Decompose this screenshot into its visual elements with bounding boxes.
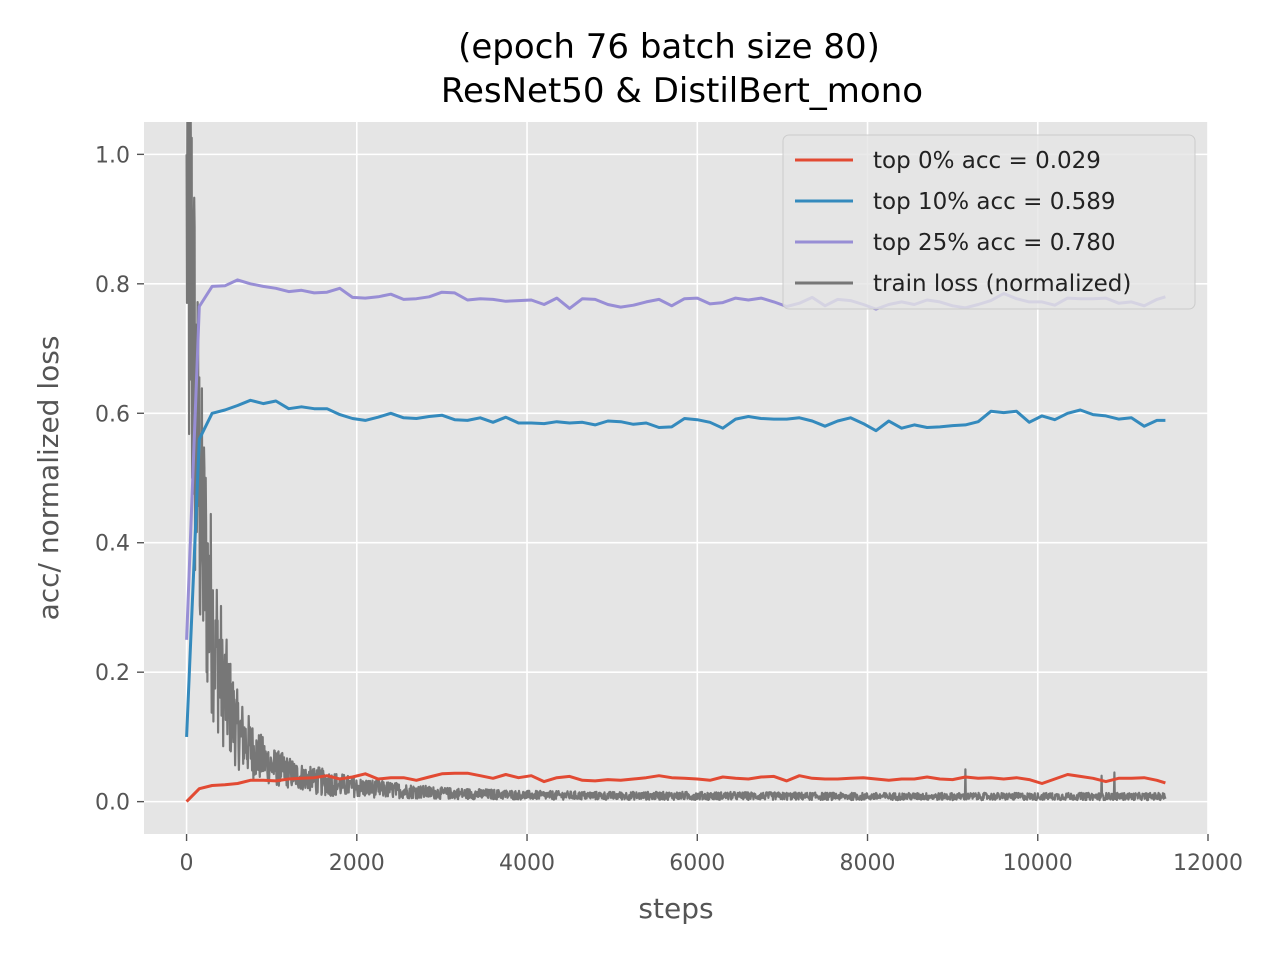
chart-subtitle: ResNet50 & DistilBert_mono bbox=[441, 71, 923, 111]
x-tick-label: 0 bbox=[180, 851, 194, 876]
y-tick-label: 0.6 bbox=[95, 402, 130, 427]
legend-label: top 25% acc = 0.780 bbox=[873, 230, 1116, 256]
series-line bbox=[185, 398, 1166, 737]
y-tick-label: 0.4 bbox=[95, 532, 130, 557]
series-line bbox=[185, 771, 1166, 803]
legend: top 0% acc = 0.029 top 10% acc = 0.589 top… bbox=[782, 134, 1196, 310]
legend-label: train loss (normalized) bbox=[873, 271, 1131, 297]
axis-ticks: 0 2000 4000 6000 8000 10000 12000 0.0 0.2 0.4 0.6 0… bbox=[95, 143, 1243, 876]
x-axis-label: steps bbox=[638, 892, 713, 925]
series-line bbox=[185, 122, 1167, 802]
y-axis-label: acc/ normalized loss bbox=[32, 336, 65, 621]
x-tick-label: 10000 bbox=[1003, 851, 1073, 876]
legend-box bbox=[782, 134, 1196, 310]
series-layer bbox=[185, 122, 1167, 803]
y-tick-label: 0.0 bbox=[95, 791, 130, 816]
legend-label: top 0% acc = 0.029 bbox=[873, 148, 1101, 174]
x-tick-label: 6000 bbox=[669, 851, 725, 876]
x-tick-label: 8000 bbox=[840, 851, 896, 876]
x-tick-label: 2000 bbox=[329, 851, 385, 876]
y-tick-label: 0.8 bbox=[95, 273, 130, 298]
x-tick-label: 12000 bbox=[1173, 851, 1243, 876]
x-tick-label: 4000 bbox=[499, 851, 555, 876]
y-tick-label: 0.2 bbox=[95, 661, 130, 686]
chart-title: (epoch 76 batch size 80) bbox=[458, 27, 880, 67]
y-tick-label: 1.0 bbox=[95, 143, 130, 168]
legend-label: top 10% acc = 0.589 bbox=[873, 189, 1116, 215]
